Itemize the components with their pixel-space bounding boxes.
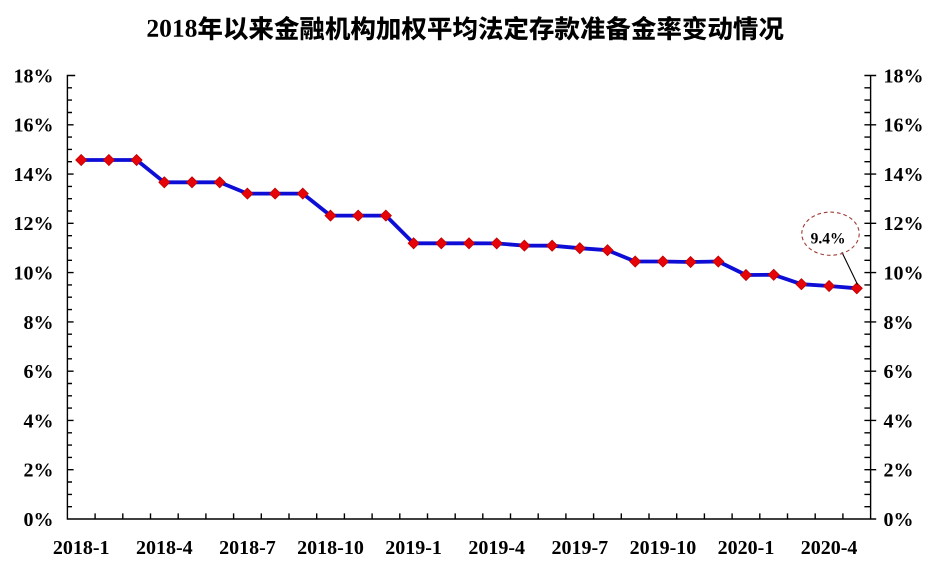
svg-text:0%: 0% — [884, 509, 914, 531]
svg-text:9.4%: 9.4% — [811, 231, 846, 248]
svg-text:2%: 2% — [884, 460, 914, 482]
svg-text:8%: 8% — [884, 312, 914, 334]
svg-text:8%: 8% — [24, 312, 54, 334]
svg-text:2020-1: 2020-1 — [718, 537, 775, 559]
svg-text:12%: 12% — [884, 213, 924, 235]
svg-text:18%: 18% — [884, 65, 924, 87]
svg-text:12%: 12% — [14, 213, 54, 235]
svg-text:16%: 16% — [14, 115, 54, 137]
svg-text:2018-10: 2018-10 — [297, 537, 364, 559]
svg-text:14%: 14% — [884, 164, 924, 186]
svg-text:2019-7: 2019-7 — [551, 537, 608, 559]
svg-text:2%: 2% — [24, 460, 54, 482]
svg-text:2019-1: 2019-1 — [385, 537, 442, 559]
svg-text:10%: 10% — [884, 263, 924, 285]
svg-text:2019-10: 2019-10 — [630, 537, 697, 559]
svg-text:2018-4: 2018-4 — [136, 537, 193, 559]
svg-text:2018-1: 2018-1 — [53, 537, 110, 559]
svg-text:6%: 6% — [24, 361, 54, 383]
svg-text:0%: 0% — [24, 509, 54, 531]
svg-text:14%: 14% — [14, 164, 54, 186]
svg-text:18%: 18% — [14, 65, 54, 87]
svg-text:10%: 10% — [14, 263, 54, 285]
svg-text:2020-4: 2020-4 — [801, 537, 858, 559]
svg-text:4%: 4% — [24, 410, 54, 432]
svg-text:2018-7: 2018-7 — [219, 537, 276, 559]
svg-text:6%: 6% — [884, 361, 914, 383]
svg-text:2019-4: 2019-4 — [468, 537, 525, 559]
svg-text:4%: 4% — [884, 410, 914, 432]
svg-text:16%: 16% — [884, 115, 924, 137]
